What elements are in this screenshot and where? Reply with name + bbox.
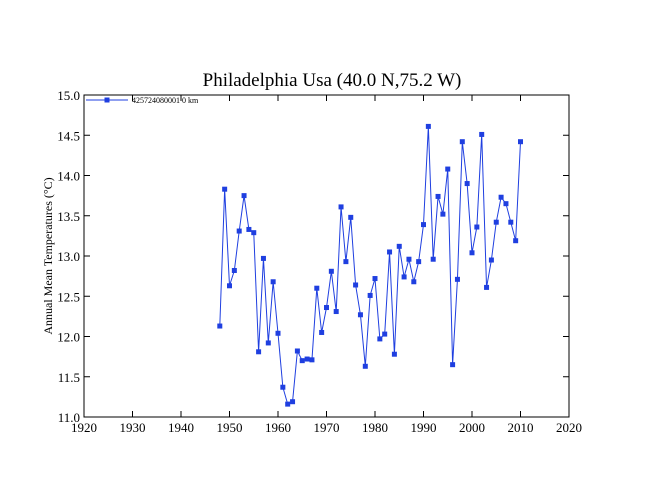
data-point: [328, 268, 334, 274]
data-point: [304, 356, 310, 362]
data-point: [430, 256, 436, 262]
data-point: [217, 323, 223, 329]
plot-frame: [83, 94, 570, 418]
data-point: [459, 139, 465, 145]
y-tick-label: 12.0: [57, 330, 80, 345]
data-point: [294, 348, 300, 354]
x-tick-label: 2000: [459, 420, 485, 435]
data-point: [421, 222, 426, 228]
data-point: [440, 211, 446, 217]
chart-title: Philadelphia Usa (40.0 N,75.2 W): [203, 70, 462, 91]
data-point: [493, 219, 499, 225]
data-point: [484, 284, 490, 290]
data-point: [464, 181, 470, 187]
data-point: [333, 309, 339, 315]
x-tick-label: 2020: [556, 420, 582, 435]
y-tick-label: 13.0: [57, 249, 80, 264]
series-line: [219, 126, 521, 405]
y-tick-label: 14.0: [57, 169, 80, 184]
data-point: [372, 276, 378, 282]
data-point: [450, 362, 456, 368]
y-tick-label: 11.5: [58, 370, 80, 385]
data-point: [290, 399, 296, 405]
data-point: [246, 226, 252, 232]
data-point: [498, 194, 504, 200]
data-point: [377, 336, 383, 342]
data-point: [411, 279, 417, 285]
x-tick-label: 1960: [265, 420, 291, 435]
data-point: [265, 340, 271, 346]
data-point: [445, 166, 451, 172]
data-point: [285, 401, 291, 407]
x-tick-label: 1970: [314, 420, 340, 435]
data-point: [435, 193, 441, 199]
y-tick-label: 12.5: [57, 289, 80, 304]
data-point: [474, 224, 480, 230]
data-point: [362, 363, 368, 369]
axis-ticks: 1920 1930 1940 1950 1960 1970 1980 1990 2000 2010…: [57, 88, 582, 435]
data-point: [222, 186, 228, 192]
data-point: [503, 201, 509, 207]
x-tick-label: 1940: [168, 420, 194, 435]
x-tick-label: 1990: [411, 420, 437, 435]
y-tick-label: 11.0: [58, 410, 80, 425]
data-point: [319, 329, 325, 335]
data-point: [231, 267, 237, 273]
series-group: [217, 123, 523, 407]
data-point: [387, 249, 393, 255]
data-point: [309, 357, 315, 363]
data-point: [260, 255, 266, 261]
data-point: [275, 330, 281, 336]
data-point: [270, 279, 276, 285]
data-point: [314, 285, 320, 291]
data-point: [391, 351, 397, 357]
y-tick-label: 13.5: [57, 209, 80, 224]
data-point: [367, 292, 373, 298]
data-point: [343, 259, 349, 265]
data-point: [299, 358, 305, 364]
x-tick-label: 1930: [120, 420, 146, 435]
data-point: [251, 230, 257, 236]
data-point: [227, 283, 232, 289]
y-axis-label: Annual Mean Temperatures (°C): [41, 177, 55, 334]
data-point: [488, 257, 494, 263]
data-point: [382, 331, 388, 337]
data-point: [518, 139, 523, 145]
x-tick-label: 1980: [362, 420, 388, 435]
data-point: [401, 274, 407, 280]
data-point: [348, 214, 354, 220]
data-point: [508, 219, 514, 225]
data-point: [416, 259, 422, 265]
legend-label: 425724080001 0 km: [132, 96, 199, 105]
data-point: [256, 349, 262, 355]
x-tick-label: 1920: [71, 420, 97, 435]
data-point: [406, 256, 412, 262]
data-point: [425, 123, 431, 129]
y-tick-label: 14.5: [57, 128, 80, 143]
data-point: [324, 305, 329, 311]
data-point: [513, 238, 519, 244]
data-point: [479, 131, 485, 137]
data-point: [236, 228, 242, 234]
data-point: [338, 204, 344, 210]
data-point: [353, 282, 359, 288]
data-point: [396, 243, 402, 249]
legend-marker: [104, 97, 110, 103]
x-tick-label: 2010: [508, 420, 534, 435]
data-point: [469, 250, 475, 256]
y-tick-label: 15.0: [57, 88, 80, 103]
legend: 425724080001 0 km: [86, 96, 199, 105]
data-point: [241, 193, 247, 199]
x-tick-label: 1950: [217, 420, 243, 435]
data-point: [454, 276, 460, 282]
data-point: [280, 384, 286, 390]
data-point: [357, 312, 363, 318]
